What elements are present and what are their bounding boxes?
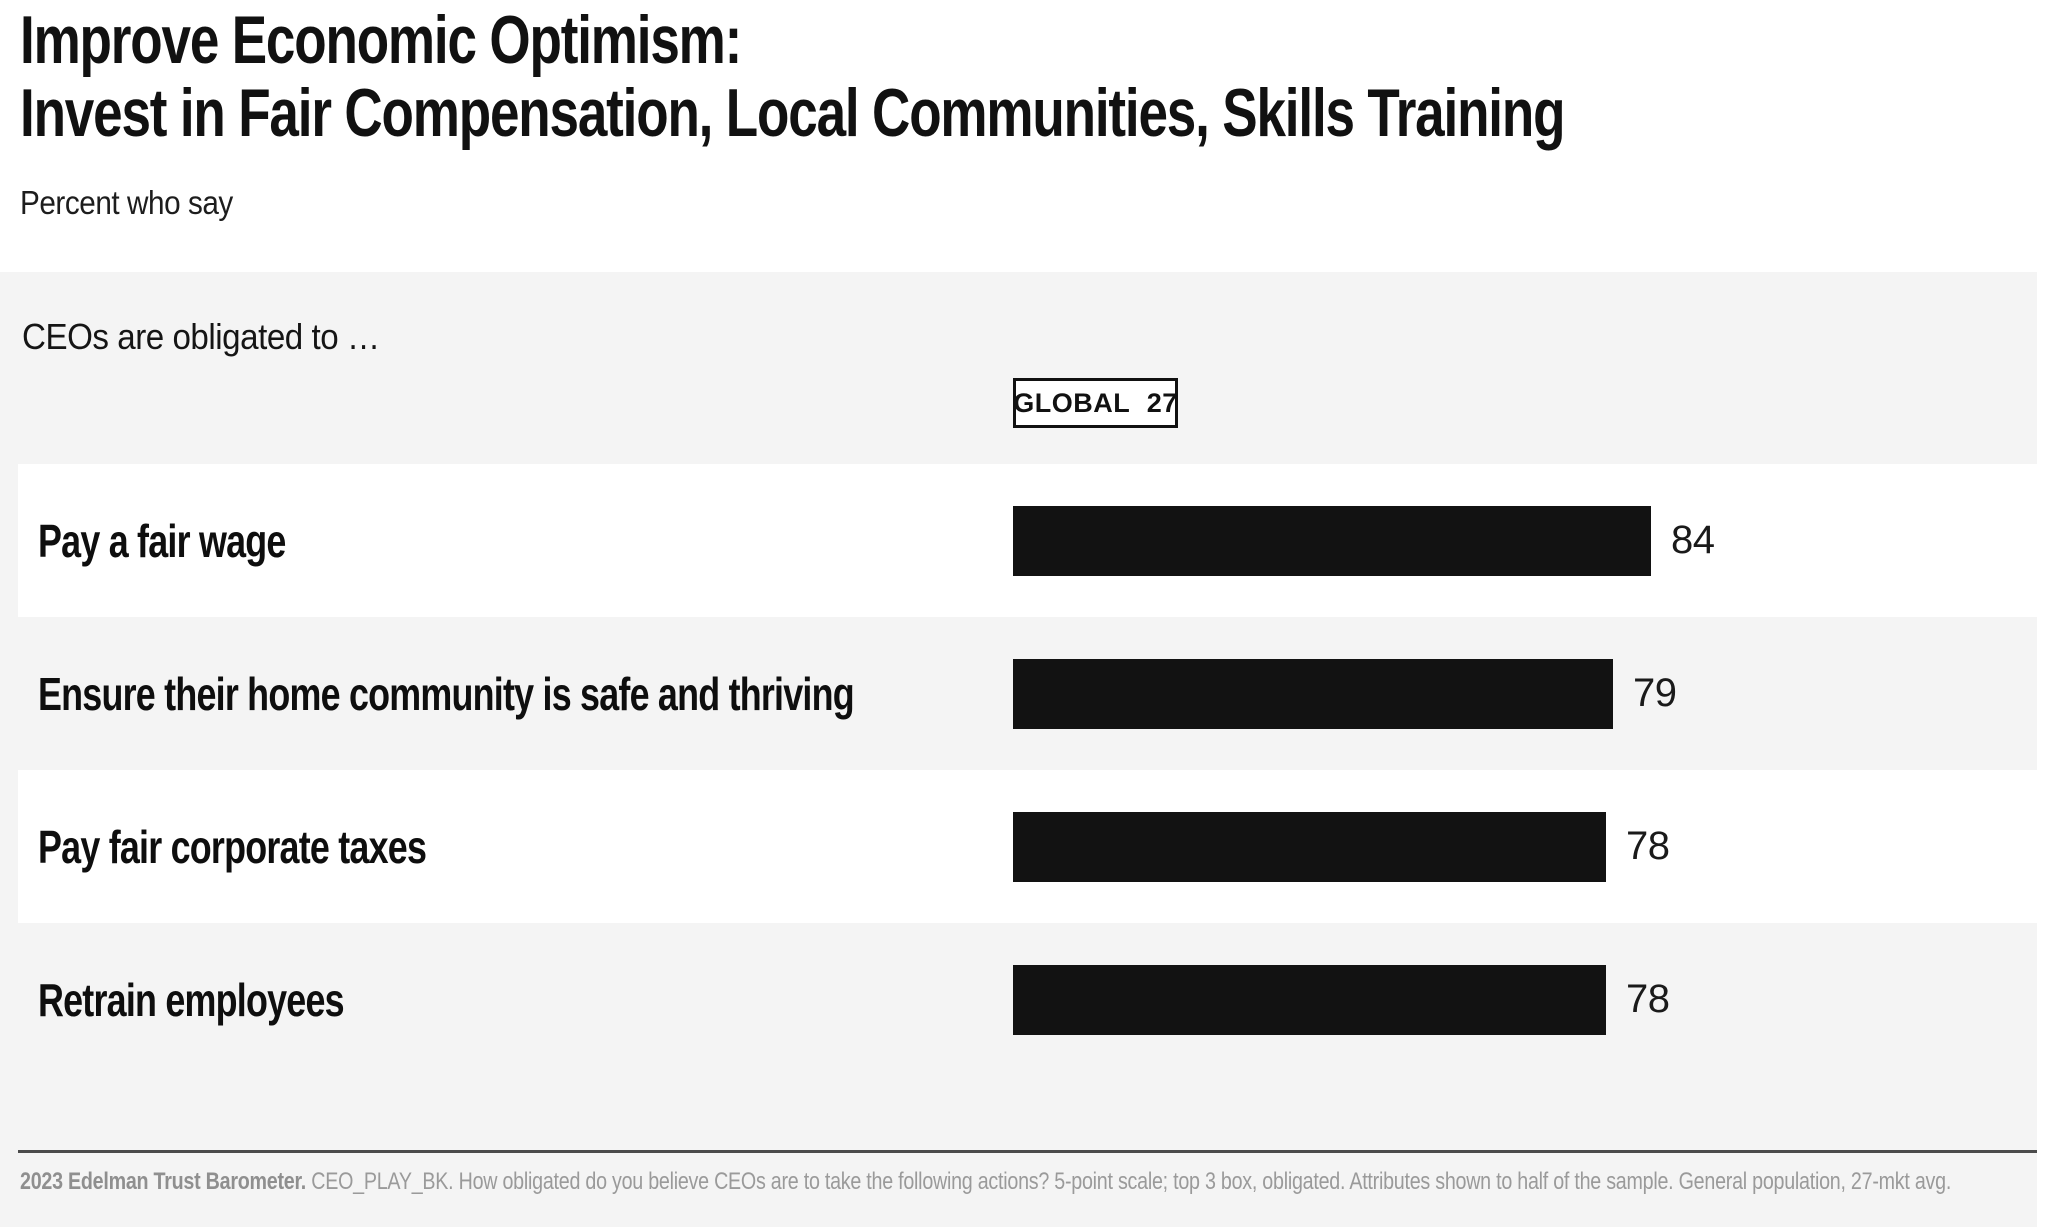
bar-row-label: Pay fair corporate taxes [38,820,427,873]
bar-value-label: 78 [1626,977,1670,1021]
bar-row: Retrain employees 78 [0,923,2037,1076]
bar [1013,811,1606,882]
chart-area: CEOs are obligated to … GLOBAL 27 Pay a … [0,272,2037,1227]
title-line-1: Improve Economic Optimism: [20,2,742,78]
bar-row-label: Retrain employees [38,973,345,1026]
bar [1013,964,1606,1035]
global-label-box: GLOBAL 27 [1013,378,1178,428]
source-note: 2023 Edelman Trust Barometer. CEO_PLAY_B… [20,1168,1951,1196]
bar-row-label: Pay a fair wage [38,514,286,567]
bar-value-label: 78 [1626,824,1670,868]
bar-row: Pay fair corporate taxes 78 [0,770,2037,923]
bar-rows: Pay a fair wage 84 Ensure their home com… [0,464,2037,1076]
source-note-rest: CEO_PLAY_BK. How obligated do you believ… [306,1168,1952,1195]
bar [1013,658,1613,729]
source-note-bold: 2023 Edelman Trust Barometer. [20,1168,307,1195]
subtitle: Percent who say [20,184,233,221]
bar [1013,505,1651,576]
chart-prompt: CEOs are obligated to … [22,316,380,357]
bar-value-label: 84 [1671,518,1715,562]
bar-row-label: Ensure their home community is safe and … [38,667,855,720]
footer-divider [18,1150,2037,1153]
bar-row: Ensure their home community is safe and … [0,617,2037,770]
bar-value-label: 79 [1633,671,1677,715]
global-label: GLOBAL 27 [1013,387,1178,418]
page-title: Improve Economic Optimism: Invest in Fai… [20,2,1565,151]
bar-row: Pay a fair wage 84 [0,464,2037,617]
title-line-2: Invest in Fair Compensation, Local Commu… [20,75,1565,151]
